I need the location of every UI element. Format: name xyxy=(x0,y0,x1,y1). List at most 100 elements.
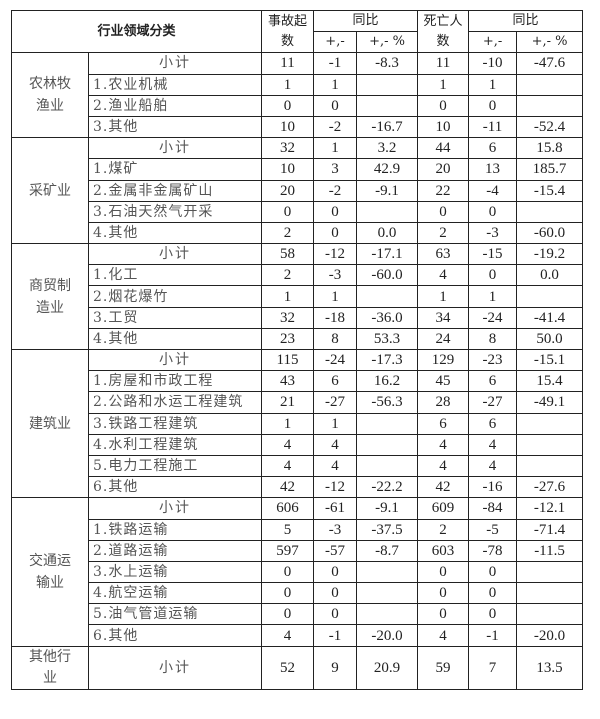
cell-death-d: 6 xyxy=(468,370,518,393)
sub-industry-label: 1.铁路运输 xyxy=(87,518,263,541)
cell-acc: 58 xyxy=(261,243,315,266)
table-row: 6.其他 4 -1 -20.0 4 -1 -20.0 xyxy=(12,624,584,647)
cell-acc-p: -22.2 xyxy=(356,476,419,499)
sub-industry-label: 3.工贸 xyxy=(87,306,263,329)
header-deaths-diff: +,- xyxy=(468,31,518,54)
cell-death: 59 xyxy=(417,645,470,690)
cell-death-p: -11.5 xyxy=(516,539,584,562)
cell-death-d: -11 xyxy=(468,115,518,139)
cell-death-d: -1 xyxy=(468,624,518,647)
cell-acc: 52 xyxy=(261,645,315,690)
cell-acc: 4 xyxy=(261,454,315,478)
cell-acc: 2 xyxy=(261,264,315,287)
cell-acc: 42 xyxy=(261,476,315,499)
sub-industry-label: 6.其他 xyxy=(87,624,263,647)
cell-death-p: 50.0 xyxy=(516,327,584,351)
cell-death: 4 xyxy=(417,433,470,456)
cell-death: 44 xyxy=(417,137,470,160)
subtotal-row: 建筑业 小计 115 -24 -17.3 129 -23 -15.1 xyxy=(11,348,584,499)
cell-death-p: -60.0 xyxy=(516,221,584,245)
cell-acc: 32 xyxy=(261,137,315,160)
cell-death: 0 xyxy=(417,603,470,626)
table-row: 2.渔业船舶 0 0 0 0 xyxy=(12,94,584,117)
subtotal-row: 农林牧渔业 小计 11 -1 -8.3 11 -10 -47.6 xyxy=(11,52,584,139)
cell-acc-p: -17.3 xyxy=(356,348,419,372)
cell-acc-d: 1 xyxy=(313,285,358,308)
table-row: 2.金属非金属矿山 20 -2 -9.1 22 -4 -15.4 xyxy=(12,179,584,202)
table-row: 3.铁路工程建筑 1 1 6 6 xyxy=(12,412,584,435)
cell-acc-p: -36.0 xyxy=(356,306,419,329)
subtotal-label: 小计 xyxy=(87,52,263,75)
cell-death: 1 xyxy=(417,73,470,96)
subtotal-row: 其他行业 小计 52 9 20.9 59 7 13.5 xyxy=(11,645,584,690)
cell-acc-d: 0 xyxy=(313,582,358,605)
cell-death: 0 xyxy=(417,560,470,584)
industry-group-label: 交通运输业 xyxy=(11,497,89,647)
sub-industry-label: 6.其他 xyxy=(87,476,263,499)
cell-death-p xyxy=(516,73,584,96)
cell-acc-d: -18 xyxy=(313,306,358,329)
cell-acc-p xyxy=(356,560,419,584)
cell-acc-p: 3.2 xyxy=(356,137,419,160)
table-row: 1.化工 2 -3 -60.0 4 0 0.0 xyxy=(12,264,584,287)
cell-acc-d: 1 xyxy=(313,412,358,435)
sub-industry-label: 4.水利工程建筑 xyxy=(87,433,263,456)
cell-acc: 11 xyxy=(261,52,315,75)
cell-acc: 115 xyxy=(261,348,315,372)
cell-acc-p: 53.3 xyxy=(356,327,419,351)
table-row: 3.工贸 32 -18 -36.0 34 -24 -41.4 xyxy=(12,306,584,329)
sub-industry-label: 5.油气管道运输 xyxy=(87,603,263,626)
cell-death-d: 1 xyxy=(468,73,518,96)
table-row: 3.水上运输 0 0 0 0 xyxy=(12,560,584,584)
sub-industry-label: 2.烟花爆竹 xyxy=(87,285,263,308)
cell-acc-d: 0 xyxy=(313,200,358,223)
table-row: 2.公路和水运工程建筑 21 -27 -56.3 28 -27 -49.1 xyxy=(12,391,584,414)
cell-acc-d: -3 xyxy=(313,264,358,287)
header-accidents-yoy: 同比 xyxy=(313,9,419,33)
cell-acc: 4 xyxy=(261,433,315,456)
sub-industry-label: 4.其他 xyxy=(87,327,263,351)
cell-death: 22 xyxy=(417,179,470,202)
sub-industry-label: 5.电力工程施工 xyxy=(87,454,263,478)
accident-statistics-table: 行业领域分类 事故起数 同比 死亡人数 同比 +,- +,- % +,- +,-… xyxy=(10,9,584,690)
cell-acc: 1 xyxy=(261,412,315,435)
subtotal-label: 小计 xyxy=(87,645,263,690)
cell-acc-p: 0.0 xyxy=(356,221,419,245)
cell-death-p: -15.4 xyxy=(516,179,584,202)
cell-acc-p xyxy=(356,285,419,308)
cell-acc-p xyxy=(356,582,419,605)
sub-industry-label: 1.农业机械 xyxy=(87,73,263,96)
cell-death: 609 xyxy=(417,497,470,520)
cell-acc-p: 42.9 xyxy=(356,158,419,181)
subtotal-row: 交通运输业 小计 606 -61 -9.1 609 -84 -12.1 xyxy=(11,497,584,647)
table-row: 5.油气管道运输 0 0 0 0 xyxy=(12,603,584,626)
cell-acc-d: -1 xyxy=(313,624,358,647)
cell-acc-p: -20.0 xyxy=(356,624,419,647)
cell-death: 6 xyxy=(417,412,470,435)
cell-acc: 2 xyxy=(261,221,315,245)
cell-death-d: 0 xyxy=(468,603,518,626)
cell-acc-p: -37.5 xyxy=(356,518,419,541)
cell-death-d: -5 xyxy=(468,518,518,541)
table-row: 1.房屋和市政工程 43 6 16.2 45 6 15.4 xyxy=(12,370,584,393)
cell-death-p xyxy=(516,582,584,605)
cell-death-p xyxy=(516,200,584,223)
cell-acc: 43 xyxy=(261,370,315,393)
sub-industry-label: 3.铁路工程建筑 xyxy=(87,412,263,435)
cell-death-d: -16 xyxy=(468,476,518,499)
cell-acc-d: -61 xyxy=(313,497,358,520)
cell-acc-p xyxy=(356,603,419,626)
cell-death-p xyxy=(516,603,584,626)
cell-death: 11 xyxy=(417,52,470,75)
cell-death-d: 4 xyxy=(468,433,518,456)
sub-industry-label: 2.渔业船舶 xyxy=(87,94,263,117)
cell-death-d: 6 xyxy=(468,137,518,160)
cell-acc-p: -56.3 xyxy=(356,391,419,414)
table-row: 2.烟花爆竹 1 1 1 1 xyxy=(12,285,584,308)
cell-acc-p: -8.3 xyxy=(356,52,419,75)
cell-death-d: 0 xyxy=(468,264,518,287)
table-row: 6.其他 42 -12 -22.2 42 -16 -27.6 xyxy=(12,476,584,499)
cell-death-p: -27.6 xyxy=(516,476,584,499)
cell-acc-d: 4 xyxy=(313,454,358,478)
cell-death-d: -84 xyxy=(468,497,518,520)
